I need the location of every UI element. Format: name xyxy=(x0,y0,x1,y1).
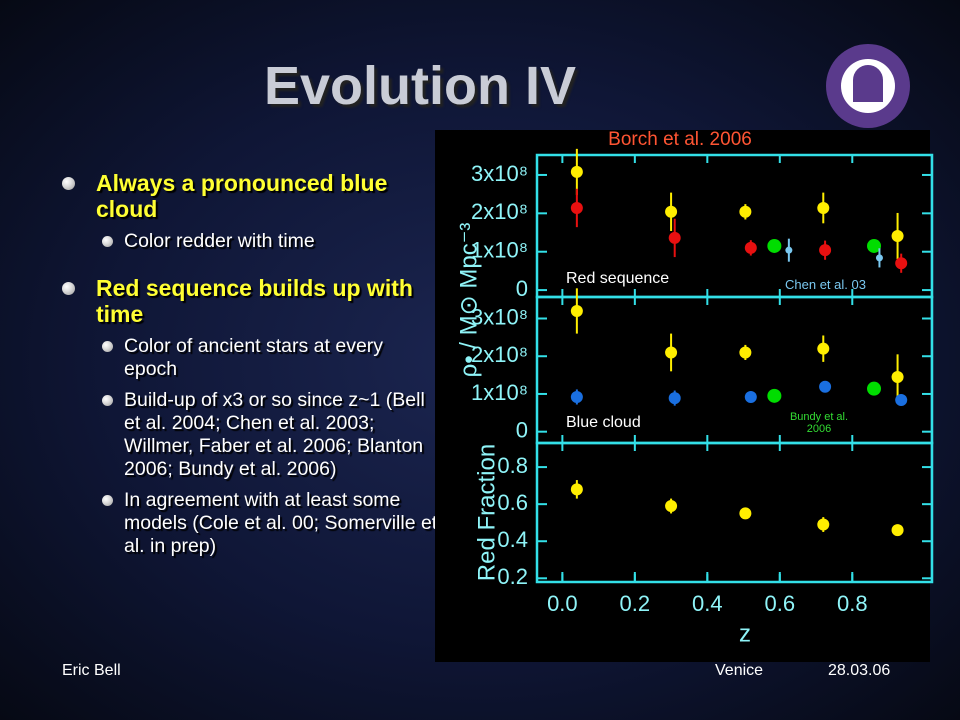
logo-building xyxy=(853,80,883,102)
slide-title: Evolution IV xyxy=(263,56,576,116)
data-point xyxy=(739,507,752,520)
chart-background xyxy=(435,130,930,662)
data-point xyxy=(895,257,908,270)
footer-author: Eric Bell xyxy=(62,662,121,679)
bullet: Always a pronounced blue cloud xyxy=(60,170,440,222)
y-tick-label: 0.6 xyxy=(497,490,528,515)
bullet: Red sequence builds up with time xyxy=(60,275,440,327)
data-point xyxy=(875,254,883,262)
data-point xyxy=(744,241,757,254)
x-tick-label: 0.4 xyxy=(692,591,723,616)
data-point xyxy=(668,392,681,405)
y-tick-label: 1x10⁸ xyxy=(471,380,528,405)
data-point xyxy=(739,205,752,218)
data-point xyxy=(767,388,782,403)
data-point xyxy=(570,165,583,178)
annotation: Blue cloud xyxy=(566,414,641,432)
y-axis-label: Red Fraction xyxy=(473,444,500,581)
y-tick-label: 0.8 xyxy=(497,453,528,478)
annotation: Chen et al. 03 xyxy=(785,277,866,293)
y-axis-label: ρ• / M⊙ Mpc⁻³ xyxy=(455,223,482,378)
data-point xyxy=(867,381,882,396)
data-point xyxy=(668,231,681,244)
data-point xyxy=(895,393,908,406)
data-point xyxy=(767,238,782,253)
chart-title: Borch et al. 2006 xyxy=(608,129,752,150)
data-point xyxy=(739,346,752,359)
data-point xyxy=(570,483,583,496)
data-point xyxy=(665,500,678,513)
y-tick-label: 0.4 xyxy=(497,527,528,552)
x-tick-label: 0.0 xyxy=(547,591,578,616)
data-point xyxy=(891,524,904,537)
annotation: Bundy et al. 2006 xyxy=(789,411,849,436)
data-point xyxy=(867,238,882,253)
x-tick-label: 0.8 xyxy=(837,591,868,616)
data-point xyxy=(891,370,904,383)
x-axis-label: z xyxy=(739,620,751,647)
data-point xyxy=(819,244,832,257)
y-tick-label: 3x10⁸ xyxy=(471,304,528,329)
data-point xyxy=(891,229,904,242)
data-point xyxy=(819,380,832,393)
bullet-list: Always a pronounced blue cloud Color redd… xyxy=(60,170,440,580)
y-tick-label: 0 xyxy=(516,276,528,301)
y-tick-label: 2x10⁸ xyxy=(471,199,528,224)
sub-bullet: Build-up of x3 or so since z~1 (Bell et … xyxy=(100,389,440,481)
sub-bullet: Color redder with time xyxy=(100,230,440,253)
data-point xyxy=(744,390,757,403)
data-point xyxy=(817,201,830,214)
annotation: Red sequence xyxy=(566,270,670,288)
x-tick-label: 0.6 xyxy=(765,591,796,616)
panel-frame xyxy=(535,441,934,584)
footer-date: 28.03.06 xyxy=(828,662,891,679)
footer-place: Venice xyxy=(715,662,764,679)
bullet-group: Red sequence builds up with time Color of… xyxy=(60,275,440,558)
data-point xyxy=(785,246,793,254)
data-point xyxy=(665,346,678,359)
sub-bullet: Color of ancient stars at every epoch xyxy=(100,335,440,381)
data-point xyxy=(665,205,678,218)
data-point xyxy=(570,201,583,214)
x-tick-label: 0.2 xyxy=(620,591,651,616)
sub-bullet: In agreement with at least some models (… xyxy=(100,489,440,558)
y-tick-label: 0 xyxy=(516,417,528,442)
bullet-group: Always a pronounced blue cloud Color redd… xyxy=(60,170,440,253)
logo-dome xyxy=(853,65,883,80)
y-tick-label: 3x10⁸ xyxy=(471,161,528,186)
data-point xyxy=(570,304,583,317)
y-tick-label: 1x10⁸ xyxy=(471,238,528,263)
y-tick-label: 0.2 xyxy=(497,564,528,589)
data-point xyxy=(817,518,830,531)
data-point xyxy=(570,390,583,403)
data-point xyxy=(817,342,830,355)
y-tick-label: 2x10⁸ xyxy=(471,342,528,367)
